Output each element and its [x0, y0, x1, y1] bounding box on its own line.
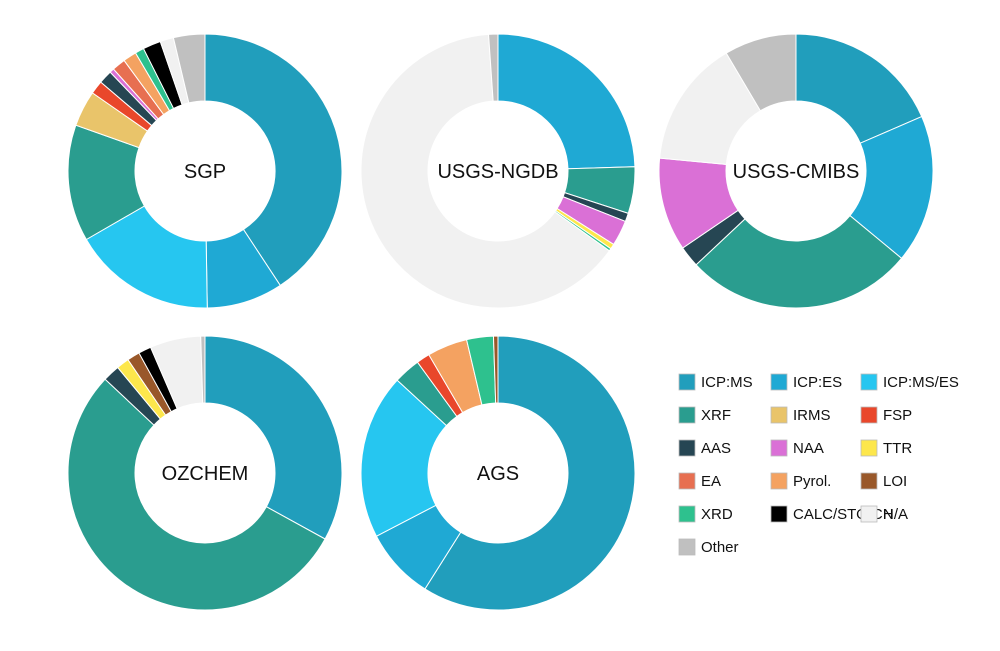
legend-swatch-calc-stoich	[770, 505, 788, 523]
legend-label-icp-ms: ICP:MS	[701, 374, 753, 391]
legend-item-icp-ms: ICP:MS	[678, 373, 753, 391]
legend-label-naa: NAA	[793, 440, 824, 457]
legend-label-xrf: XRF	[701, 407, 731, 424]
legend-swatch-loi	[860, 472, 878, 490]
legend-item-ea: EA	[678, 472, 721, 490]
slice-usgs-cmibs-xrf	[695, 214, 903, 309]
legend-item-other: Other	[678, 538, 739, 556]
legend-swatch-ttr	[860, 439, 878, 457]
donut-chart-ozchem: OZCHEM	[67, 335, 343, 611]
legend-item-irms: IRMS	[770, 406, 831, 424]
slice-ags-icp-ms	[424, 335, 636, 611]
slice-ozchem-icp-ms	[204, 335, 343, 540]
legend-item-xrf: XRF	[678, 406, 731, 424]
donut-chart-ags: AGS	[360, 335, 636, 611]
legend-label-other: Other	[701, 539, 739, 556]
slice-ags-icp-ms-es	[360, 379, 448, 537]
slice-ozchem-other	[200, 335, 206, 404]
legend-swatch-pyrol	[770, 472, 788, 490]
legend-swatch-naa	[770, 439, 788, 457]
legend: ICP:MS ICP:ES ICP:MS/ES XRF IRMS FSP AAS NAA TTR…	[678, 373, 959, 556]
slice-ags-loi	[492, 335, 499, 404]
legend-label-icp-ms-es: ICP:MS/ES	[883, 374, 959, 391]
legend-item-ttr: TTR	[860, 439, 912, 457]
donut-chart-usgs-ngdb: USGS-NGDB	[360, 33, 636, 309]
slice-usgs-cmibs-icp-ms	[795, 33, 923, 144]
legend-swatch-fsp	[860, 406, 878, 424]
legend-swatch-xrf	[678, 406, 696, 424]
legend-item-naa: NAA	[770, 439, 824, 457]
legend-swatch-icp-es	[770, 373, 788, 391]
legend-swatch-icp-ms-es	[860, 373, 878, 391]
chart-title-usgs-cmibs: USGS-CMIBS	[733, 161, 860, 183]
slice-usgs-ngdb-other	[488, 33, 499, 102]
slice-usgs-ngdb-icp-es	[497, 33, 636, 170]
legend-label-ea: EA	[701, 473, 721, 490]
legend-item-n-a: N/A	[860, 505, 908, 523]
legend-item-aas: AAS	[678, 439, 731, 457]
legend-swatch-icp-ms	[678, 373, 696, 391]
legend-item-fsp: FSP	[860, 406, 912, 424]
chart-title-ags: AGS	[477, 463, 519, 485]
legend-item-xrd: XRD	[678, 505, 733, 523]
legend-label-irms: IRMS	[793, 407, 831, 424]
slice-usgs-cmibs-other	[725, 33, 797, 112]
legend-item-icp-es: ICP:ES	[770, 373, 842, 391]
legend-label-aas: AAS	[701, 440, 731, 457]
slice-sgp-other	[172, 33, 206, 104]
legend-swatch-xrd	[678, 505, 696, 523]
slice-ozchem-xrf	[67, 378, 326, 611]
chart-title-usgs-ngdb: USGS-NGDB	[437, 161, 558, 183]
legend-label-calc-stoich: CALC/STOICH	[793, 506, 894, 523]
legend-item-pyrol: Pyrol.	[770, 472, 831, 490]
legend-label-icp-es: ICP:ES	[793, 374, 842, 391]
legend-label-xrd: XRD	[701, 506, 733, 523]
legend-swatch-aas	[678, 439, 696, 457]
legend-label-n-a: N/A	[883, 506, 908, 523]
chart-title-ozchem: OZCHEM	[162, 463, 249, 485]
legend-item-icp-ms-es: ICP:MS/ES	[860, 373, 959, 391]
legend-item-loi: LOI	[860, 472, 907, 490]
legend-label-ttr: TTR	[883, 440, 912, 457]
legend-swatch-n-a	[860, 505, 878, 523]
legend-swatch-other	[678, 538, 696, 556]
legend-swatch-irms	[770, 406, 788, 424]
donut-chart-sgp: SGP	[67, 33, 343, 309]
legend-swatch-ea	[678, 472, 696, 490]
legend-label-pyrol: Pyrol.	[793, 473, 831, 490]
slice-sgp-icp-ms	[204, 33, 343, 287]
donut-chart-usgs-cmibs: USGS-CMIBS	[658, 33, 934, 309]
chart-title-sgp: SGP	[184, 161, 226, 183]
legend-label-fsp: FSP	[883, 407, 912, 424]
legend-label-loi: LOI	[883, 473, 907, 490]
slice-usgs-ngdb-n-a	[360, 33, 611, 309]
